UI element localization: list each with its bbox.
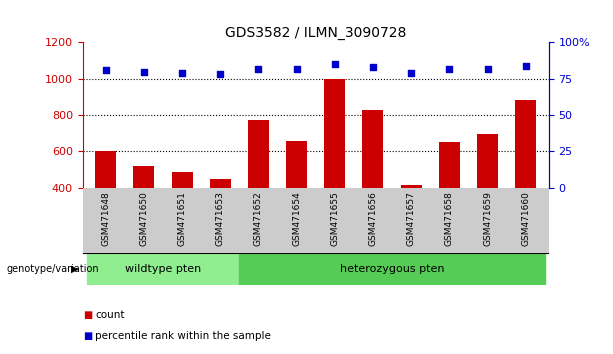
Text: count: count <box>95 310 124 320</box>
Point <box>444 66 454 72</box>
Bar <box>324 79 345 188</box>
Point <box>521 63 531 69</box>
Point <box>215 72 225 77</box>
Bar <box>515 99 536 188</box>
Text: GSM471653: GSM471653 <box>216 191 225 246</box>
Text: GSM471654: GSM471654 <box>292 191 301 246</box>
Bar <box>286 141 307 188</box>
Text: GSM471652: GSM471652 <box>254 191 263 246</box>
Bar <box>239 253 545 285</box>
Text: percentile rank within the sample: percentile rank within the sample <box>95 331 271 341</box>
Bar <box>477 134 498 188</box>
Bar <box>401 185 422 188</box>
Text: ■: ■ <box>83 331 92 341</box>
Point <box>406 70 416 76</box>
Text: GSM471660: GSM471660 <box>521 191 530 246</box>
Text: wildtype pten: wildtype pten <box>125 264 201 274</box>
Bar <box>210 178 230 188</box>
Point <box>482 66 492 72</box>
Text: genotype/variation: genotype/variation <box>6 264 99 274</box>
Text: GSM471657: GSM471657 <box>406 191 416 246</box>
Bar <box>95 152 116 188</box>
Text: GSM471648: GSM471648 <box>101 191 110 246</box>
Text: GSM471658: GSM471658 <box>445 191 454 246</box>
Point <box>139 69 149 74</box>
Text: ▶: ▶ <box>70 264 78 274</box>
Point <box>368 64 378 70</box>
Text: GSM471656: GSM471656 <box>368 191 378 246</box>
Title: GDS3582 / ILMN_3090728: GDS3582 / ILMN_3090728 <box>225 26 406 40</box>
Text: GSM471651: GSM471651 <box>178 191 186 246</box>
Point <box>254 66 264 72</box>
Bar <box>439 142 460 188</box>
Bar <box>86 253 239 285</box>
Point <box>177 70 187 76</box>
Point <box>292 66 302 72</box>
Text: GSM471655: GSM471655 <box>330 191 339 246</box>
Text: ■: ■ <box>83 310 92 320</box>
Bar <box>248 120 269 188</box>
Bar <box>362 110 384 188</box>
Point <box>101 67 110 73</box>
Text: GSM471650: GSM471650 <box>139 191 148 246</box>
Point <box>330 62 340 67</box>
Bar <box>172 172 192 188</box>
Text: heterozygous pten: heterozygous pten <box>340 264 444 274</box>
Bar <box>134 166 154 188</box>
Text: GSM471659: GSM471659 <box>483 191 492 246</box>
